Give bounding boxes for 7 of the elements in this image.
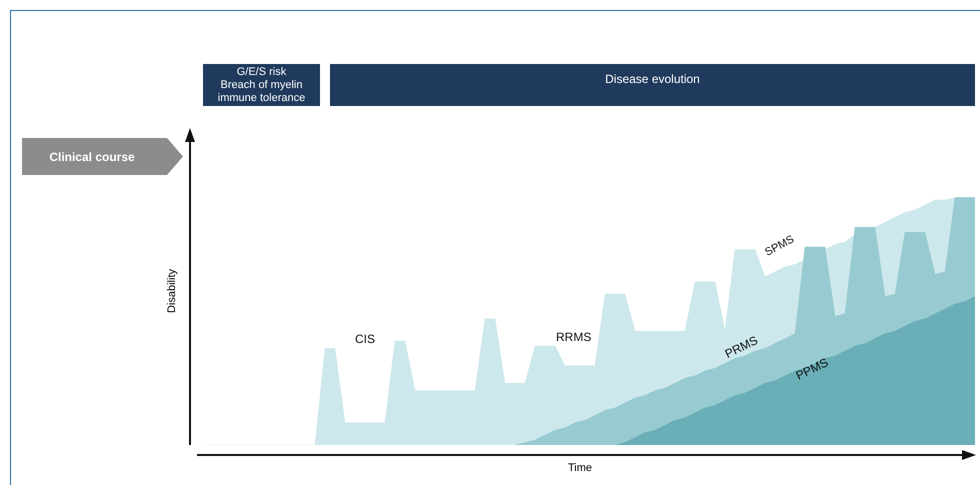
text: G/E/S risk Breach of myelin immune tolerance <box>203 64 320 106</box>
text: Disease evolution <box>330 64 975 106</box>
series-label: RRMS <box>556 330 592 344</box>
x-axis-title: Time <box>568 462 592 474</box>
text: Clinical course <box>48 148 136 166</box>
y-axis-title: Disability <box>166 268 178 314</box>
annotation: CIS <box>355 332 376 346</box>
